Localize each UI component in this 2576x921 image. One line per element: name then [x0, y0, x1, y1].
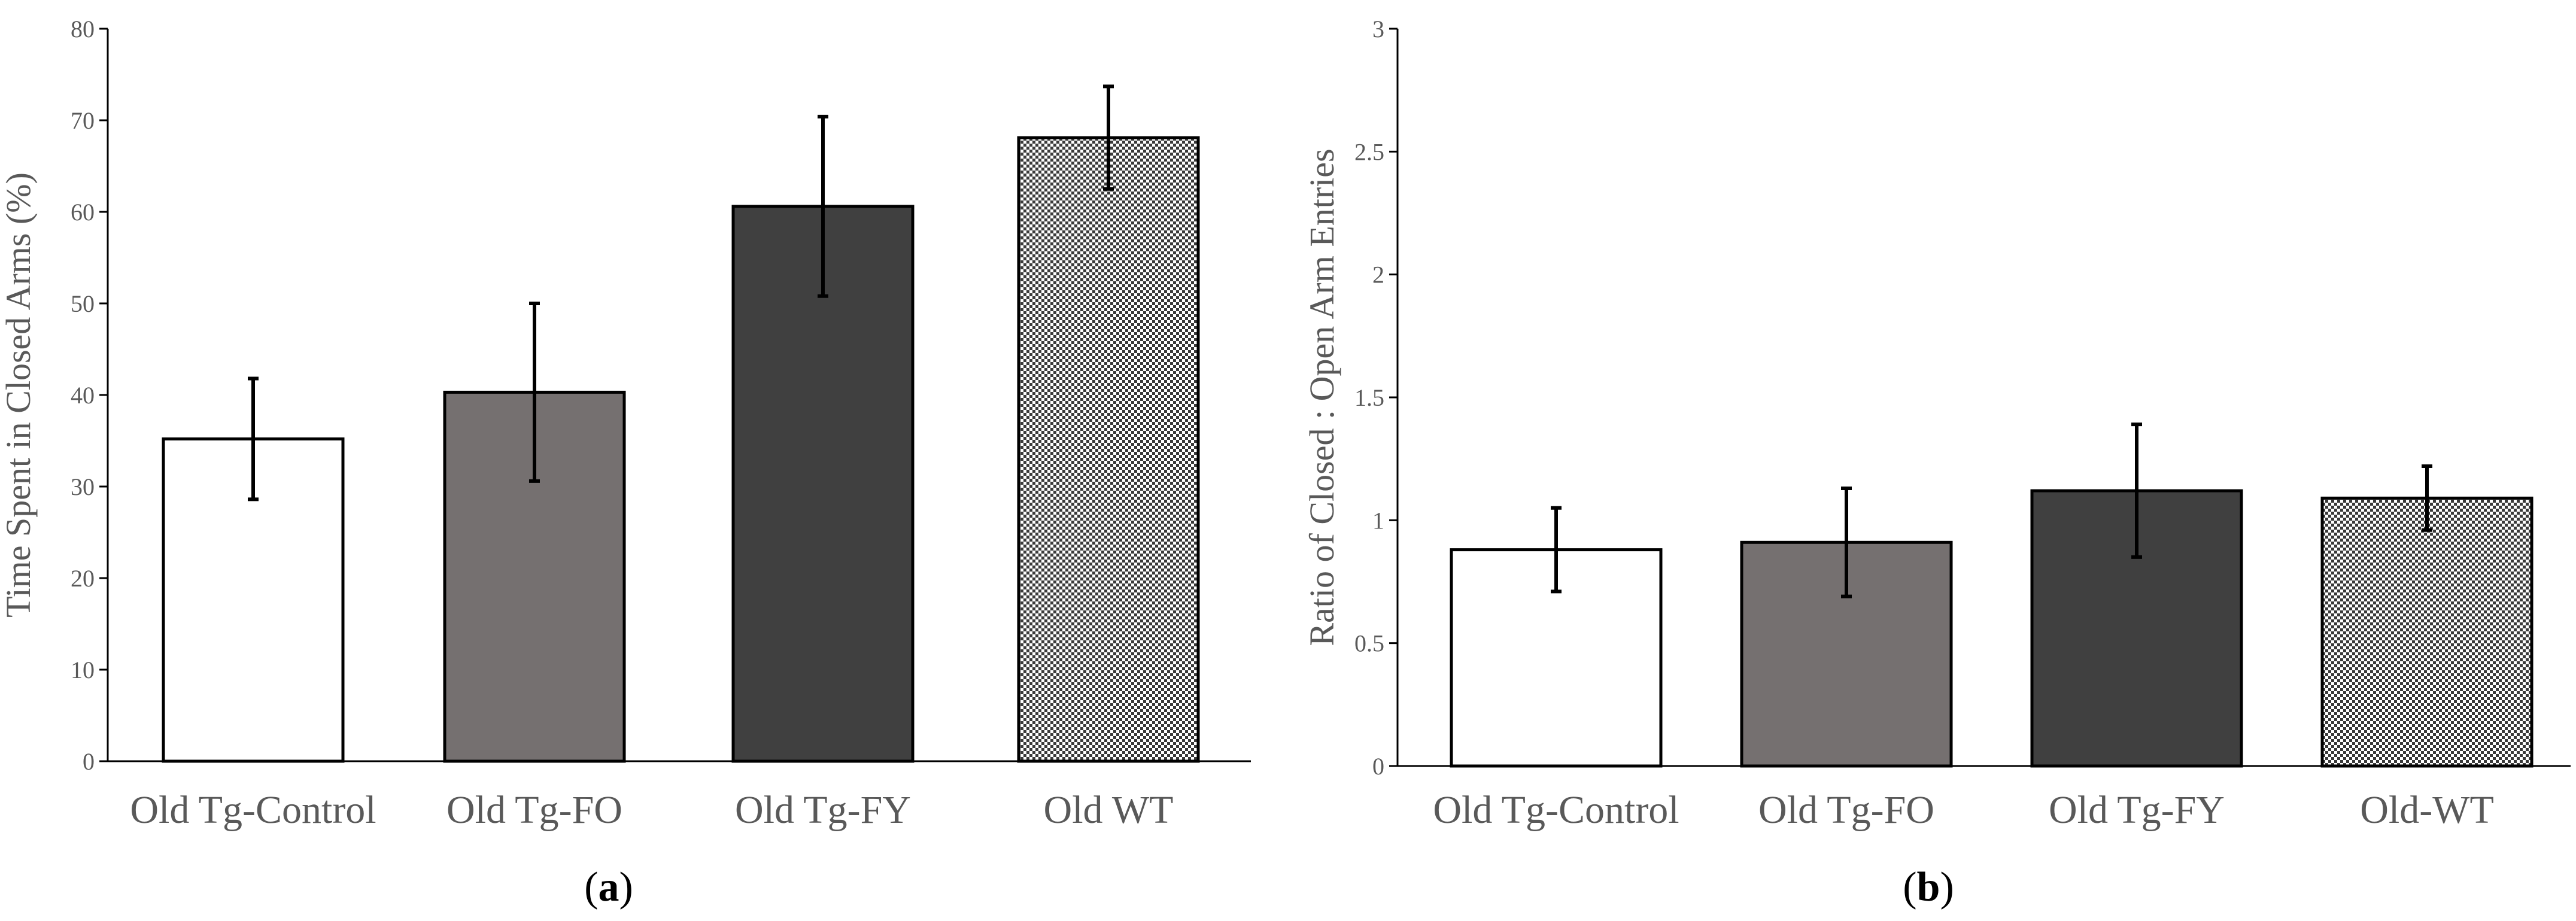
error-bar-b-3 [2131, 422, 2142, 559]
y-tick-label-b: 0 [1372, 753, 1384, 780]
category-labels-b: Old Tg-Control Old Tg-FO Old Tg-FY Old-WT [1433, 788, 2493, 832]
error-bar-b-4 [2422, 464, 2432, 532]
y-tick-labels-b: 0 0.5 1 1.5 2 2.5 3 [1354, 16, 1384, 780]
y-tick-label-a: 10 [71, 656, 95, 683]
y-tick-label-b: 0.5 [1354, 630, 1384, 657]
chart-panel-a: 0 10 20 30 40 50 60 70 80 Old Tg-Control Old Tg-F… [0, 16, 1251, 910]
bar-a-4 [1017, 136, 1200, 763]
category-label-a-3: Old Tg-FY [735, 788, 911, 832]
panel-label-b: (b) [1903, 864, 1954, 910]
y-axis-label-b: Ratio of Closed : Open Arm Entries [1302, 148, 1341, 646]
error-bar-a-1 [248, 376, 259, 501]
category-labels-a: Old Tg-Control Old Tg-FO Old Tg-FY Old WT [130, 788, 1173, 832]
y-tick-label-a: 30 [71, 473, 95, 500]
y-tick-label-b: 1 [1372, 507, 1384, 534]
y-tick-marks-a [99, 28, 108, 762]
y-tick-marks-b [1389, 28, 1398, 767]
y-tick-label-b: 1.5 [1354, 384, 1384, 411]
error-bar-b-1 [1551, 506, 1562, 594]
y-tick-label-a: 50 [71, 290, 95, 317]
panel-label-a: (a) [584, 864, 633, 910]
y-tick-label-a: 20 [71, 565, 95, 592]
y-tick-label-a: 0 [83, 748, 95, 775]
category-label-b-3: Old Tg-FY [2049, 788, 2225, 832]
bars-b [1450, 489, 2534, 768]
y-tick-label-b: 3 [1372, 16, 1384, 42]
error-bar-b-2 [1841, 486, 1852, 598]
error-bars-b [1551, 422, 2432, 598]
y-axis-label-a: Time Spent in Closed Arms (%) [0, 172, 38, 618]
error-bars-a [248, 84, 1114, 501]
y-tick-label-a: 40 [71, 382, 95, 409]
category-label-a-1: Old Tg-Control [130, 788, 376, 832]
error-bar-a-2 [529, 302, 540, 483]
category-label-b-1: Old Tg-Control [1433, 788, 1679, 832]
chart-panel-b: 00.511.522.53 Old Tg-Control Old Tg-FO Old… [1302, 16, 2571, 910]
category-label-b-4: Old-WT [2360, 788, 2494, 832]
error-bar-a-3 [818, 114, 828, 298]
y-tick-label-a: 60 [71, 199, 95, 226]
category-label-a-2: Old Tg-FO [446, 788, 622, 832]
y-tick-label-b: 2 [1372, 262, 1384, 288]
category-label-b-2: Old Tg-FO [1758, 788, 1934, 832]
y-tick-label-a: 70 [71, 107, 95, 134]
category-label-a-4: Old WT [1044, 788, 1174, 832]
bar-b-4 [2320, 496, 2534, 768]
y-tick-labels-a: 0 10 20 30 40 50 60 70 80 [71, 16, 95, 775]
error-bar-a-4 [1103, 84, 1114, 191]
bars-a [162, 136, 1200, 763]
y-tick-label-a: 80 [71, 16, 95, 42]
y-tick-label-b: 2.5 [1354, 138, 1384, 165]
